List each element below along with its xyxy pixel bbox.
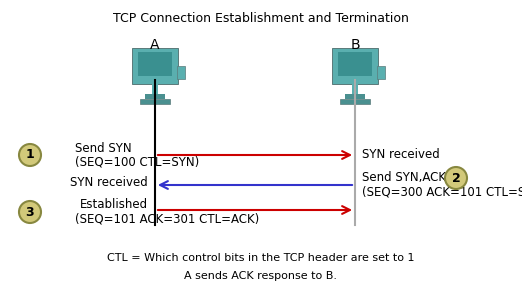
Text: Send SYN,ACK: Send SYN,ACK [362,172,446,184]
Text: (SEQ=100 CTL=SYN): (SEQ=100 CTL=SYN) [75,155,199,169]
Text: TCP Connection Establishment and Termination: TCP Connection Establishment and Termina… [113,12,409,25]
Text: Send SYN: Send SYN [75,142,132,154]
Text: A sends ACK response to B.: A sends ACK response to B. [184,271,338,281]
FancyBboxPatch shape [132,48,178,84]
FancyBboxPatch shape [138,52,172,76]
FancyBboxPatch shape [145,94,165,99]
Circle shape [19,144,41,166]
Text: 1: 1 [26,148,34,161]
Text: 2: 2 [452,172,460,184]
Circle shape [445,167,467,189]
FancyBboxPatch shape [152,84,158,94]
FancyBboxPatch shape [338,52,372,76]
FancyBboxPatch shape [340,99,370,104]
Text: Established: Established [80,199,148,212]
Text: 3: 3 [26,206,34,218]
Text: (SEQ=101 ACK=301 CTL=ACK): (SEQ=101 ACK=301 CTL=ACK) [75,212,259,226]
Circle shape [19,201,41,223]
FancyBboxPatch shape [352,84,358,94]
Text: B: B [350,38,360,52]
FancyBboxPatch shape [177,66,185,79]
FancyBboxPatch shape [377,66,385,79]
Text: SYN received: SYN received [70,176,148,188]
FancyBboxPatch shape [140,99,170,104]
Text: CTL = Which control bits in the TCP header are set to 1: CTL = Which control bits in the TCP head… [107,253,415,263]
FancyBboxPatch shape [345,94,365,99]
Text: (SEQ=300 ACK=101 CTL=SYN,ACK): (SEQ=300 ACK=101 CTL=SYN,ACK) [362,185,522,199]
Text: A: A [150,38,160,52]
FancyBboxPatch shape [332,48,378,84]
Text: SYN received: SYN received [362,148,440,161]
